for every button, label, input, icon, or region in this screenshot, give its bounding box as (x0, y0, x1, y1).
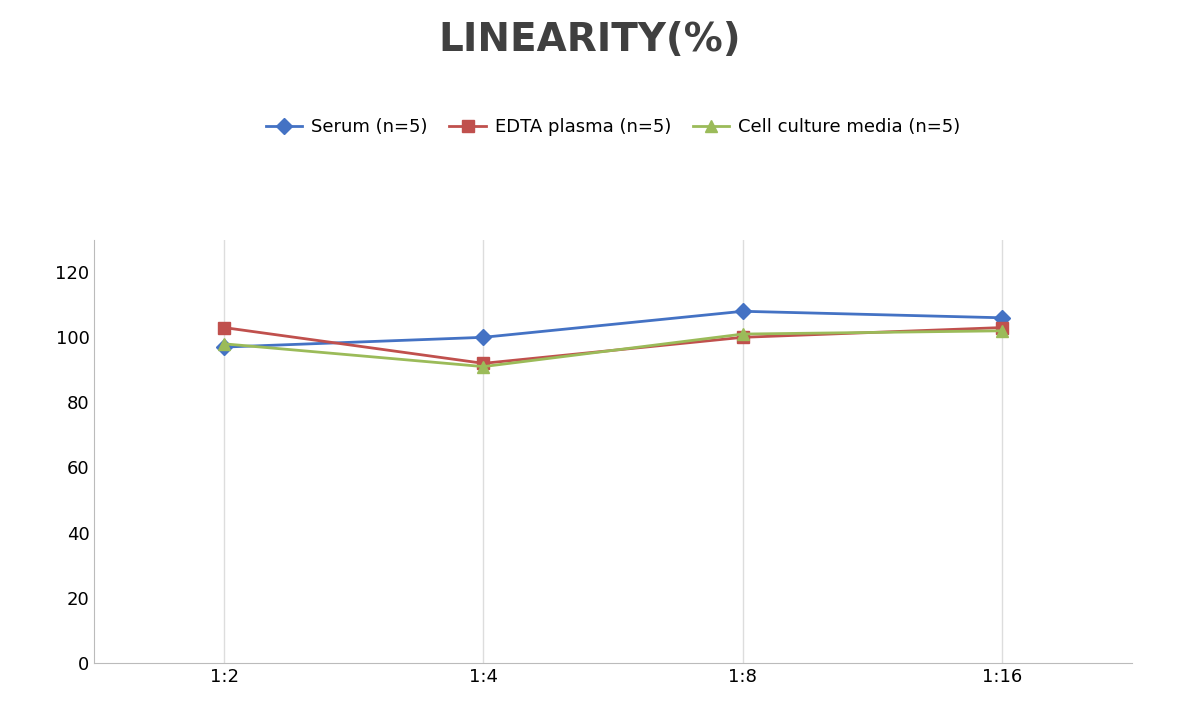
Serum (n=5) (217, 343, 231, 351)
Serum (n=5) (736, 307, 750, 316)
EDTA plasma (n=5) (217, 324, 231, 332)
Serum (n=5) (476, 333, 490, 341)
Cell culture media (n=5) (995, 326, 1009, 335)
EDTA plasma (n=5) (995, 324, 1009, 332)
Line: Serum (n=5): Serum (n=5) (218, 306, 1008, 352)
Cell culture media (n=5) (736, 330, 750, 338)
EDTA plasma (n=5) (736, 333, 750, 341)
Line: EDTA plasma (n=5): EDTA plasma (n=5) (218, 322, 1008, 369)
Cell culture media (n=5) (217, 340, 231, 348)
EDTA plasma (n=5) (476, 359, 490, 367)
Cell culture media (n=5) (476, 362, 490, 371)
Serum (n=5) (995, 314, 1009, 322)
Line: Cell culture media (n=5): Cell culture media (n=5) (218, 325, 1008, 372)
Text: LINEARITY(%): LINEARITY(%) (439, 21, 740, 59)
Legend: Serum (n=5), EDTA plasma (n=5), Cell culture media (n=5): Serum (n=5), EDTA plasma (n=5), Cell cul… (266, 118, 960, 136)
